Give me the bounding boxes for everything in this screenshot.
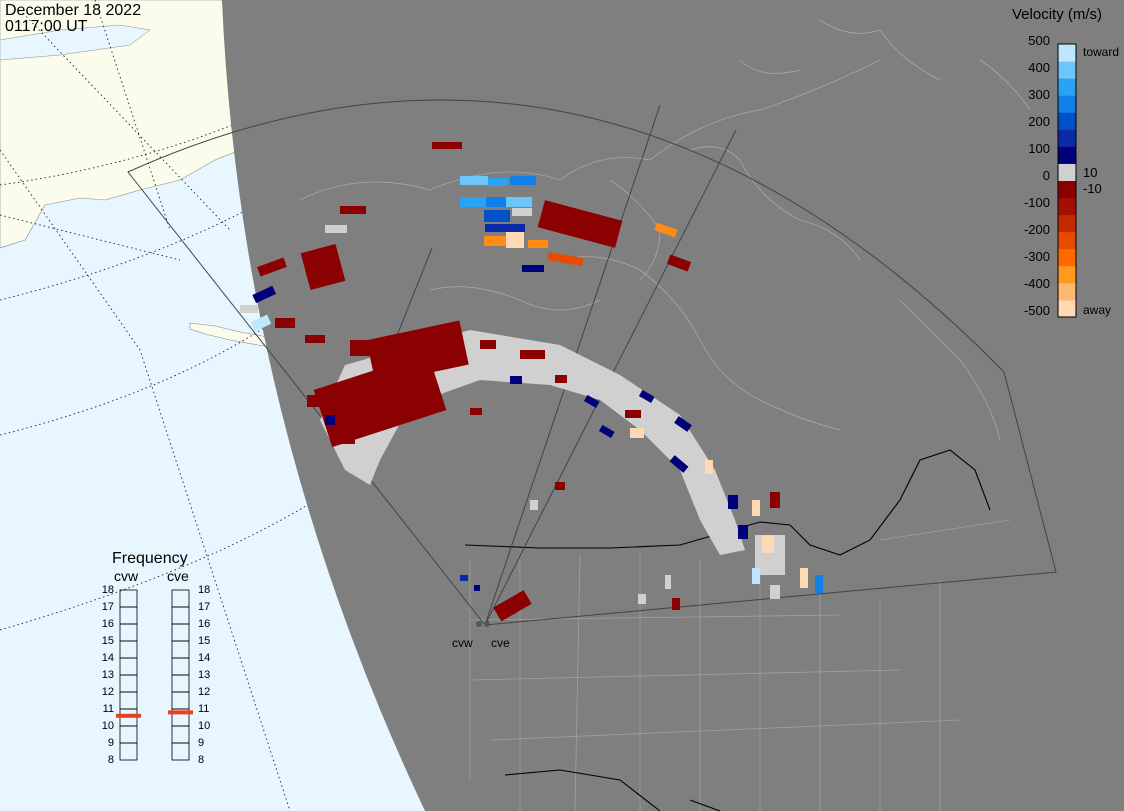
colorbar-swatch <box>1058 61 1076 79</box>
colorbar-tick-label: -300 <box>1023 249 1050 264</box>
frequency-scale-label: 12 <box>198 686 211 698</box>
cve-site-marker <box>484 621 490 627</box>
colorbar-inner-tick-plus: 10 <box>1083 165 1098 180</box>
away-scatter <box>257 142 780 622</box>
frequency-scale-label: 8 <box>107 754 114 766</box>
frequency-scale-label: 14 <box>198 652 211 664</box>
frequency-scale-label: 8 <box>198 754 205 766</box>
frequency-title: Frequency <box>112 550 188 567</box>
colorbar-swatch <box>1058 129 1076 147</box>
colorbar-tick-label: 0 <box>1042 168 1050 183</box>
colorbar-tick-label: 100 <box>1028 141 1050 156</box>
frequency-scale-label: 17 <box>198 601 211 613</box>
frequency-scale-label: 15 <box>101 635 114 647</box>
frequency-scale-label: 9 <box>198 737 205 749</box>
freq-radar-label-cvw: cvw <box>114 568 139 584</box>
frequency-scale-label: 11 <box>198 703 210 715</box>
colorbar-tick-label: 400 <box>1028 60 1050 75</box>
national-borders <box>464 449 991 811</box>
frequency-gauge-cell <box>119 742 138 761</box>
away-label: away <box>1083 303 1112 317</box>
frequency-scale-label: 10 <box>198 720 211 732</box>
colorbar-inner-tick-minus: -10 <box>1083 181 1102 196</box>
frequency-scale-label: 10 <box>101 720 114 732</box>
toward-scatter <box>250 176 823 593</box>
velocity-colorbar <box>1058 44 1076 318</box>
frequency-scale-label: 15 <box>198 635 211 647</box>
state-boundaries <box>469 519 1011 811</box>
colorbar-frame <box>1057 43 1077 318</box>
away-scatter-light <box>484 222 808 588</box>
date-label: December 18 2022 <box>5 2 142 19</box>
site-label-cve: cve <box>491 636 510 650</box>
bering-water <box>0 24 151 61</box>
frequency-scale-label: 17 <box>101 601 114 613</box>
frequency-scale-label: 13 <box>101 669 114 681</box>
colorbar-swatch <box>1058 95 1076 113</box>
colorbar-swatch <box>1058 265 1076 284</box>
frequency-indicator-cve <box>168 710 193 715</box>
colorbar-tick-label: -500 <box>1023 303 1050 318</box>
colorbar-swatch <box>1058 146 1076 164</box>
colorbar-tick-label: -400 <box>1023 276 1050 291</box>
colorbar-swatch <box>1058 44 1076 62</box>
cvw-site-marker <box>476 621 482 627</box>
frequency-scale-label: 16 <box>198 618 211 630</box>
frequency-scale-label: 18 <box>101 584 114 596</box>
colorbar-swatch <box>1058 180 1076 199</box>
frequency-scale-label: 18 <box>198 584 211 596</box>
colorbar-swatch <box>1058 231 1076 250</box>
frequency-gauges <box>116 589 193 761</box>
colorbar-swatch <box>1058 112 1076 130</box>
colorbar-swatch <box>1058 214 1076 233</box>
toward-label: toward <box>1083 45 1120 59</box>
colorbar-tick-label: 500 <box>1028 33 1050 48</box>
frequency-scale-label: 9 <box>107 737 114 749</box>
frequency-scale-label: 13 <box>198 669 211 681</box>
night-region <box>222 0 1124 811</box>
frequency-gauge-cell <box>171 742 190 761</box>
colorbar-tick-label: 200 <box>1028 114 1050 129</box>
site-label-cvw: cvw <box>452 636 473 650</box>
colorbar-swatch <box>1058 299 1076 318</box>
frequency-scale-label: 16 <box>101 618 114 630</box>
colorbar-tick-label: 300 <box>1028 87 1050 102</box>
frequency-scale-label: 12 <box>101 686 114 698</box>
colorbar-swatch <box>1058 197 1076 216</box>
colorbar-swatch <box>1058 78 1076 96</box>
colorbar-title: Velocity (m/s) <box>1012 6 1103 23</box>
frequency-scale-label: 11 <box>102 703 114 715</box>
frequency-indicator-cvw <box>116 713 141 718</box>
colorbar-tick-label: -200 <box>1023 222 1050 237</box>
colorbar-tick-label: -100 <box>1023 195 1050 210</box>
colorbar-swatch <box>1058 248 1076 267</box>
frequency-scale-label: 14 <box>101 652 114 664</box>
time-label: 0117:00 UT <box>5 18 88 35</box>
colorbar-swatch <box>1058 163 1076 181</box>
colorbar-swatch <box>1058 282 1076 301</box>
freq-radar-label-cve: cve <box>167 568 189 584</box>
